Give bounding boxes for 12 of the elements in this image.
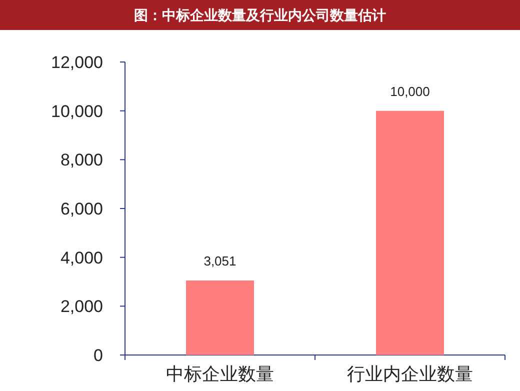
- y-tick-label: 8,000: [60, 150, 103, 170]
- data-label: 3,051: [204, 254, 236, 269]
- chart-title: 图：中标企业数量及行业内公司数量估计: [134, 7, 386, 23]
- y-tick-label: 10,000: [51, 102, 103, 121]
- y-tick-label: 2,000: [60, 297, 103, 316]
- x-tick-label: 行业内企业数量: [347, 364, 473, 384]
- y-tick-label: 6,000: [60, 200, 103, 218]
- y-tick-label: 12,000: [51, 53, 103, 72]
- x-tick-label: 中标企业数量: [166, 364, 274, 384]
- data-label: 10,000: [390, 84, 430, 99]
- y-tick-label: 0: [94, 346, 103, 365]
- y-tick-label: 4,000: [60, 248, 103, 268]
